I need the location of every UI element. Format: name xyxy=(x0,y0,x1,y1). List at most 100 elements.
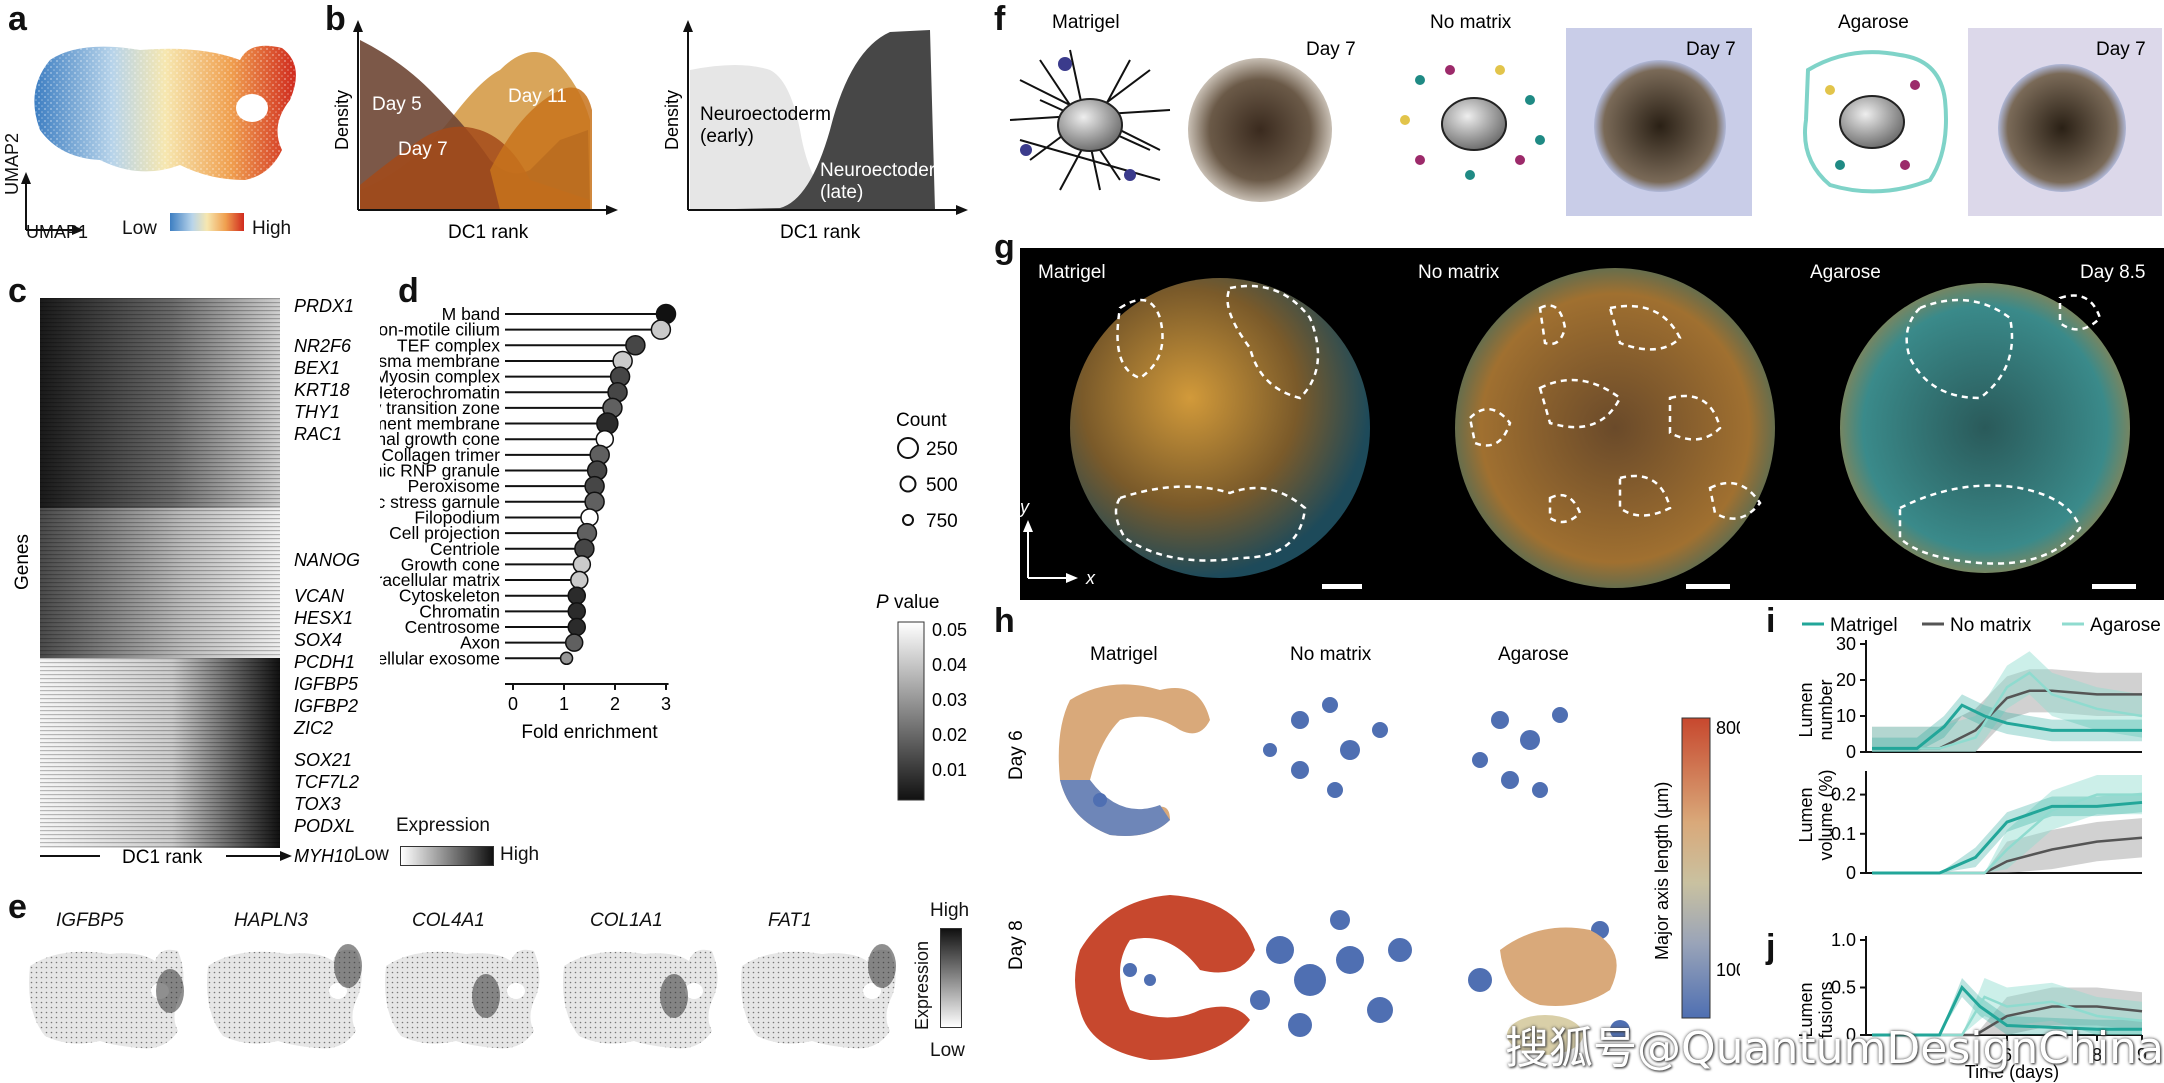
density-xlabel-2: DC1 rank xyxy=(780,222,861,243)
panel-label-e: e xyxy=(8,888,27,926)
gene-label: TCF7L2 xyxy=(294,772,359,792)
gene-map-image xyxy=(29,949,184,1049)
e-legend-low: Low xyxy=(930,1040,965,1061)
panel-label-f: f xyxy=(994,0,1006,38)
g-axis-y: y xyxy=(1020,497,1030,517)
pvalue-tick: 0.02 xyxy=(932,725,967,745)
lollipop-category-label: Apicolateral plasma membrane xyxy=(380,351,500,371)
lollipop-category-label: Extracellular exosome xyxy=(380,648,500,668)
lollipop-category-label: Filopodium xyxy=(414,507,500,527)
lollipop-category-label: Non-motile cilium xyxy=(380,320,500,340)
lumen-time-series: Matrigel No matrix Agarose 30 20 10 0 0.2 0.1… xyxy=(1796,615,2161,1082)
density-plot-neuroectoderm: Neuroectoderm (early) Neuroectoderm (lat… xyxy=(662,20,968,243)
lollipop-dot xyxy=(564,633,584,652)
gene-map-image xyxy=(563,949,718,1049)
h-row-day8: Day 8 xyxy=(1006,920,1027,970)
gene-label: TOX3 xyxy=(294,794,341,814)
ts-line-agarose xyxy=(1872,671,2143,750)
ts-ylabel-number-2: number xyxy=(1816,679,1836,740)
ts-y-tick-label: 20 xyxy=(1836,670,1856,690)
density-label-day11: Day 11 xyxy=(508,86,567,107)
pvalue-colorbar xyxy=(897,621,925,801)
ts-xlabel: Time (days) xyxy=(1965,1062,2059,1082)
ts-y-tick-label: 0.5 xyxy=(1831,978,1856,998)
lumen-outlines xyxy=(1114,284,2102,565)
panel-label-i: i xyxy=(1766,602,1776,640)
lollipop-category-label: Extracellular matrix xyxy=(380,570,500,590)
heatmap-legend-title: Expression xyxy=(396,815,490,836)
gene-map-image xyxy=(385,949,540,1049)
ts-y-tick-label: 0 xyxy=(1846,742,1856,762)
g-title-matrigel: Matrigel xyxy=(1038,262,1106,283)
density-label-day5: Day 5 xyxy=(372,94,422,115)
lollipop-category-label: Heterochromatin xyxy=(380,382,500,402)
ts-ylabel-fusions-1: Lumen xyxy=(1796,982,1816,1037)
density-plot-days: Day 5 Day 7 Day 11 Density DC1 rank xyxy=(332,20,618,243)
lollipop-category-label: Peroxisome xyxy=(408,476,500,496)
count-legend-label: 500 xyxy=(926,475,958,496)
density-ylabel-2: Density xyxy=(662,90,682,150)
heatmap-ylabel: Genes xyxy=(12,534,33,590)
lumen-3d-renderings: Matrigel No matrix Agarose Day 6 Day 8 8… xyxy=(1006,644,1740,1060)
count-legend-title: Count xyxy=(896,410,947,431)
ts-legend: Matrigel No matrix Agarose xyxy=(1802,615,2161,636)
lollipop-x-tick-label: 0 xyxy=(508,694,518,714)
gene-map-title: HAPLN3 xyxy=(234,910,308,931)
gene-label: MYH10 xyxy=(294,846,354,866)
f-day-label: Day 7 xyxy=(1686,39,1736,60)
count-legend-circle xyxy=(897,437,919,459)
gene-label: ZIC2 xyxy=(293,718,333,738)
density-label-day7: Day 7 xyxy=(398,139,448,160)
lollipop-category-label: Myosin complex xyxy=(380,367,500,387)
heatmap-gene-labels: PRDX1 NR2F6 BEX1 KRT18 THY1 RAC1 NANOG V… xyxy=(293,296,360,866)
lollipop-category-label: Chromatin xyxy=(419,601,500,621)
ts-band-matrigel xyxy=(1872,978,2142,1035)
f-title-nomatrix: No matrix xyxy=(1430,12,1512,33)
fluor-organoid-nomatrix xyxy=(1455,268,1775,588)
umap-high-label: High xyxy=(252,218,292,239)
ts-y-tick-label: 1.0 xyxy=(1831,930,1856,950)
schematic-particles xyxy=(1400,65,1545,180)
density-early xyxy=(690,65,920,210)
lollipop-category-label: M band xyxy=(442,304,500,324)
label-late-2: (late) xyxy=(820,182,863,203)
gene-label: PODXL xyxy=(294,816,355,836)
gene-label: SOX4 xyxy=(294,630,342,650)
panel-label-h: h xyxy=(994,602,1015,640)
ts-line-matrigel xyxy=(1872,800,2143,875)
count-legend-label: 750 xyxy=(926,511,958,532)
gene-map-title: COL4A1 xyxy=(412,910,485,931)
lollipop-category-label: Basement membrane xyxy=(380,414,500,434)
h-colorbar-tick: 800 xyxy=(1716,718,1740,738)
lollipop-category-label: Cell projection xyxy=(389,523,500,543)
e-legend-bar xyxy=(940,928,962,1028)
lumen-render xyxy=(1500,927,1617,1006)
density-xlabel: DC1 rank xyxy=(448,222,529,243)
count-legend-circle xyxy=(899,475,917,493)
ts-x-tick-label: 6 xyxy=(2002,1045,2012,1065)
fluor-organoid-matrigel xyxy=(1070,278,1370,578)
ts-ylabel-fusions-2: fusions xyxy=(1816,981,1836,1038)
agarose-gel xyxy=(1803,50,1948,194)
matrix-schematics: Matrigel Day 7 No matrix Day 7 Agarose D… xyxy=(1009,12,2162,216)
ts-y-tick-label: 10 xyxy=(1836,706,1856,726)
lollipop-category-label: Cytoskeleton xyxy=(399,586,500,606)
gene-map-image xyxy=(741,944,896,1049)
pvalue-tick: 0.04 xyxy=(932,655,967,675)
ts-legend-agarose: Agarose xyxy=(2090,615,2161,636)
g-day-label: Day 8.5 xyxy=(2080,262,2145,283)
h-colorbar-title: Major axis length (µm) xyxy=(1652,782,1672,960)
h-title-matrigel: Matrigel xyxy=(1090,644,1158,665)
schematic-organoid xyxy=(1839,95,1905,149)
gene-label: IGFBP2 xyxy=(294,696,358,716)
ts-y-tick-label: 0.1 xyxy=(1831,824,1856,844)
density-ylabel: Density xyxy=(332,90,352,150)
gene-label: VCAN xyxy=(294,586,345,606)
label-late-1: Neuroectoderm xyxy=(820,160,951,181)
count-legend-circle xyxy=(902,514,914,526)
g-axis-x: x xyxy=(1085,568,1096,588)
lollipop-dot xyxy=(567,602,586,621)
lollipop-category-label: Axon xyxy=(460,633,500,653)
ts-y-tick-label: 30 xyxy=(1836,634,1856,654)
